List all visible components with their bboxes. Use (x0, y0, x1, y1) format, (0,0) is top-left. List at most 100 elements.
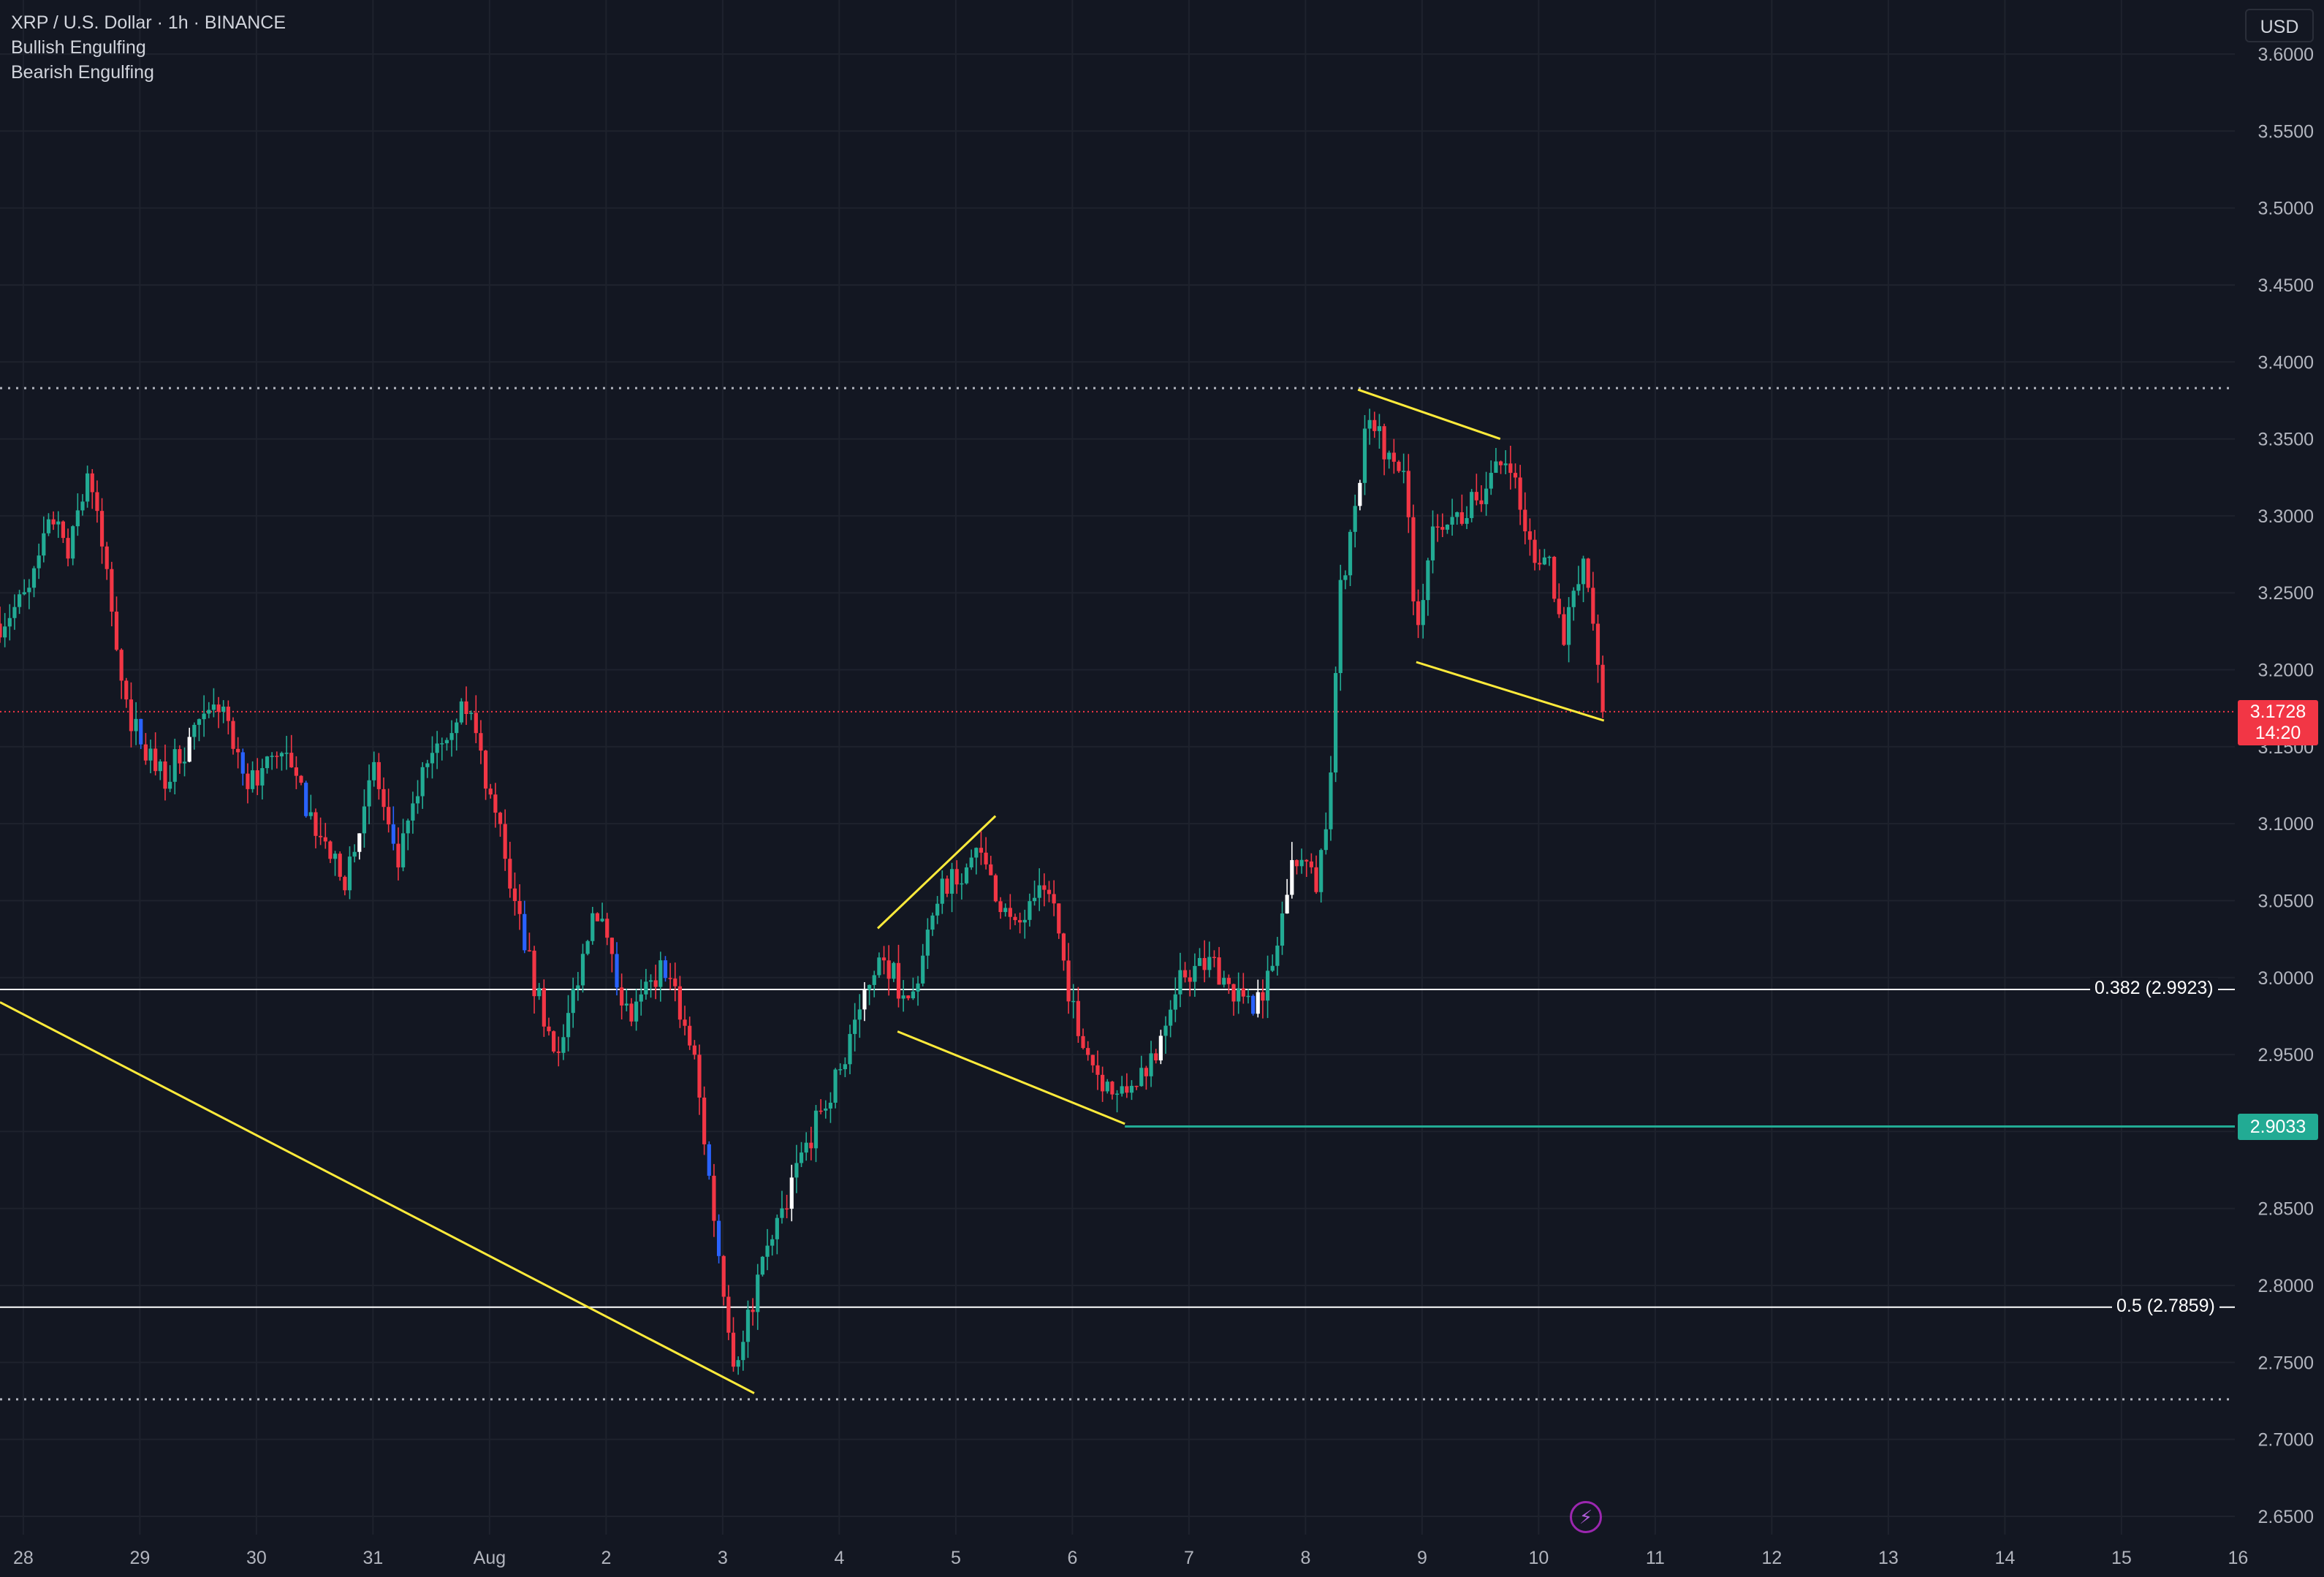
candle-body (1319, 850, 1324, 892)
candle-body (3, 626, 7, 638)
candle-body (1314, 867, 1318, 892)
candle-body (1013, 916, 1017, 921)
candle-body (804, 1142, 808, 1153)
candle-body (1018, 920, 1022, 923)
candle-body (969, 857, 973, 867)
price-tick-label: 3.3000 (2258, 506, 2314, 527)
candle-body (1435, 526, 1440, 528)
candle-body (1202, 957, 1207, 970)
candle-body (576, 985, 580, 989)
candle-body (1241, 988, 1245, 997)
symbol-title[interactable]: XRP / U.S. Dollar · 1h · BINANCE (11, 12, 286, 33)
price-axis: 3.6000 3.5500 3.5000 3.4500 3.4000 3.3500 3.30… (2235, 0, 2324, 1577)
candle-body (66, 538, 70, 559)
time-tick-label: 31 (362, 1548, 383, 1568)
candle-body (1134, 1085, 1139, 1087)
candle-body (1057, 903, 1061, 934)
candle-body (430, 753, 435, 764)
candle-body (202, 713, 206, 720)
candle-body (1547, 556, 1552, 558)
candle-body (279, 753, 284, 757)
candle-body (1265, 970, 1270, 1001)
price-tick-label: 2.7000 (2258, 1430, 2314, 1451)
candle-body (692, 1045, 696, 1055)
candle-body (964, 867, 969, 884)
candle-body (916, 983, 920, 992)
candle-body (1372, 419, 1377, 431)
candle-body (1207, 957, 1212, 970)
candle-body (989, 864, 993, 875)
candle-body (838, 1069, 843, 1071)
candle-body (284, 753, 289, 754)
candle-body (420, 767, 425, 797)
candle-body (886, 960, 891, 979)
candle-body (785, 1208, 789, 1210)
candle-body (707, 1144, 711, 1176)
chart-legend: XRP / U.S. Dollar · 1h · BINANCE Bullish… (11, 10, 286, 85)
candle-body (1061, 933, 1066, 961)
candle-body (508, 859, 512, 889)
time-tick-label: 28 (13, 1548, 34, 1568)
candle-body (629, 1003, 634, 1022)
currency-button[interactable]: USD (2245, 9, 2314, 42)
candle-body (148, 748, 153, 761)
candle-body (17, 594, 22, 607)
candle-body (1367, 419, 1372, 429)
candle-body (1309, 861, 1313, 867)
indicator-bullish-engulfing[interactable]: Bullish Engulfing (11, 37, 146, 58)
candle-body (7, 618, 12, 627)
candle-body (163, 761, 167, 789)
candle-body (46, 519, 51, 533)
price-tick-label: 2.8000 (2258, 1276, 2314, 1296)
candle-body (1362, 428, 1367, 483)
candle-body (37, 555, 41, 569)
price-tick-label: 2.9500 (2258, 1045, 2314, 1065)
time-tick-label: 13 (1878, 1548, 1899, 1568)
time-tick-label: 9 (1417, 1548, 1427, 1568)
candle-body (600, 919, 604, 922)
indicator-bearish-engulfing[interactable]: Bearish Engulfing (11, 62, 154, 83)
candle-body (1600, 664, 1605, 712)
candle-body (585, 940, 590, 954)
candle-body (289, 753, 294, 768)
candle-body (498, 813, 503, 824)
lightning-icon[interactable]: ⚡ (1570, 1501, 1602, 1533)
candle-body (1397, 461, 1401, 471)
candle-body (843, 1064, 847, 1070)
time-tick-label: 12 (1761, 1548, 1782, 1568)
candle-body (1542, 557, 1546, 565)
time-tick-label: 29 (129, 1548, 150, 1568)
time-tick-label: 6 (1067, 1548, 1077, 1568)
candle-body (1576, 584, 1581, 591)
candle-body (556, 1051, 561, 1053)
candle-body (984, 852, 988, 864)
candle-body (1391, 452, 1396, 462)
time-tick-label: 2 (601, 1548, 611, 1568)
price-tick-label: 2.8500 (2258, 1199, 2314, 1220)
candle-body (653, 980, 658, 987)
candle-body (721, 1255, 726, 1297)
candle-body (1120, 1086, 1124, 1094)
candle-body (1158, 1036, 1163, 1061)
candle-body (799, 1152, 804, 1163)
price-tick-label: 3.0500 (2258, 891, 2314, 911)
candle-body (760, 1256, 764, 1275)
candle-body (406, 820, 410, 834)
fib-label-05: 0.5 (2.7859) (2112, 1296, 2219, 1317)
candle-body (1154, 1053, 1158, 1061)
candle-body (1285, 894, 1289, 914)
candle-body (648, 980, 653, 982)
time-tick-label: 7 (1184, 1548, 1194, 1568)
candle-body (12, 607, 17, 618)
time-tick-label: 15 (2111, 1548, 2132, 1568)
candle-body (542, 988, 546, 1027)
candle-body (153, 748, 158, 772)
price-tick-label: 3.3500 (2258, 430, 2314, 450)
price-tick-label: 3.5500 (2258, 121, 2314, 142)
candle-body (1144, 1068, 1149, 1076)
candle-body (1193, 965, 1197, 982)
candle-body (119, 650, 124, 681)
horizontal-levels (0, 387, 2238, 1401)
